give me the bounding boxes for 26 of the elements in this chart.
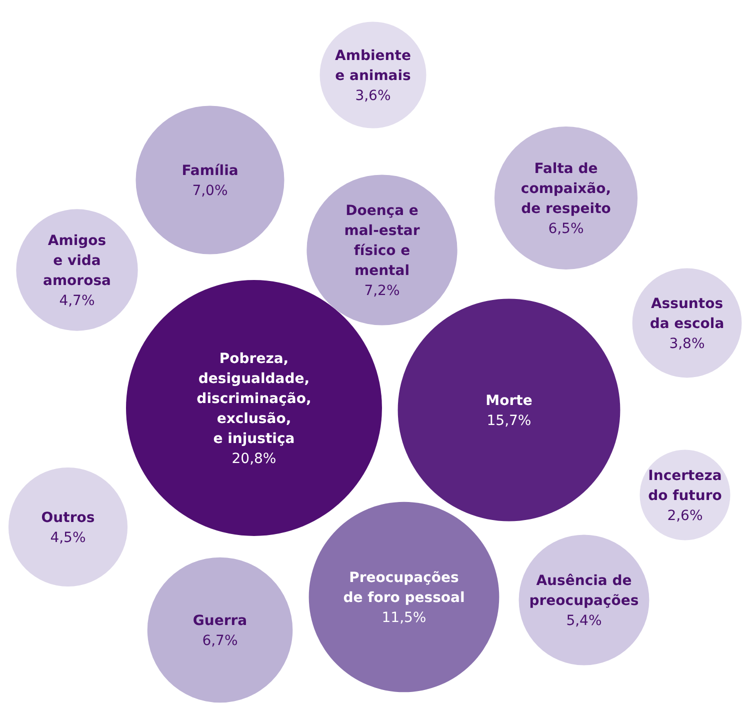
category-label: Preocupações de foro pessoal	[343, 570, 465, 606]
category-label: Pobreza, desigualdade, discriminação, exclusão, e injustiça	[196, 351, 312, 447]
category-label: Ambiente e animais	[335, 48, 411, 84]
category-label: Assuntos da escola	[650, 296, 724, 332]
data-label: 11,5%	[382, 610, 426, 626]
data-label: 15,7%	[486, 413, 532, 429]
data-label: 7,2%	[364, 283, 400, 299]
category-label: Morte	[486, 393, 532, 409]
category-label: Guerra	[192, 613, 248, 629]
data-label: 4,7%	[59, 293, 95, 309]
data-label: 2,6%	[667, 508, 703, 524]
category-label: Falta de compaixão, de respeito	[520, 161, 612, 217]
data-label: 6,5%	[548, 221, 584, 237]
data-label: 3,6%	[355, 88, 391, 104]
data-label: 5,4%	[566, 613, 602, 629]
data-label: 20,8%	[232, 451, 276, 467]
category-label: Família	[182, 163, 238, 179]
data-label: 7,0%	[192, 183, 228, 199]
category-label: Amigos e vida amorosa	[43, 233, 111, 289]
category-label: Incerteza do futuro	[648, 468, 722, 504]
data-label: 4,5%	[50, 530, 86, 546]
category-label: Doença e mal-estar físico e mental	[344, 203, 420, 279]
category-label: Outros	[41, 510, 95, 526]
category-label: Ausência de preocupações	[529, 573, 639, 609]
data-label: 3,8%	[669, 336, 705, 352]
data-label: 6,7%	[202, 633, 238, 649]
